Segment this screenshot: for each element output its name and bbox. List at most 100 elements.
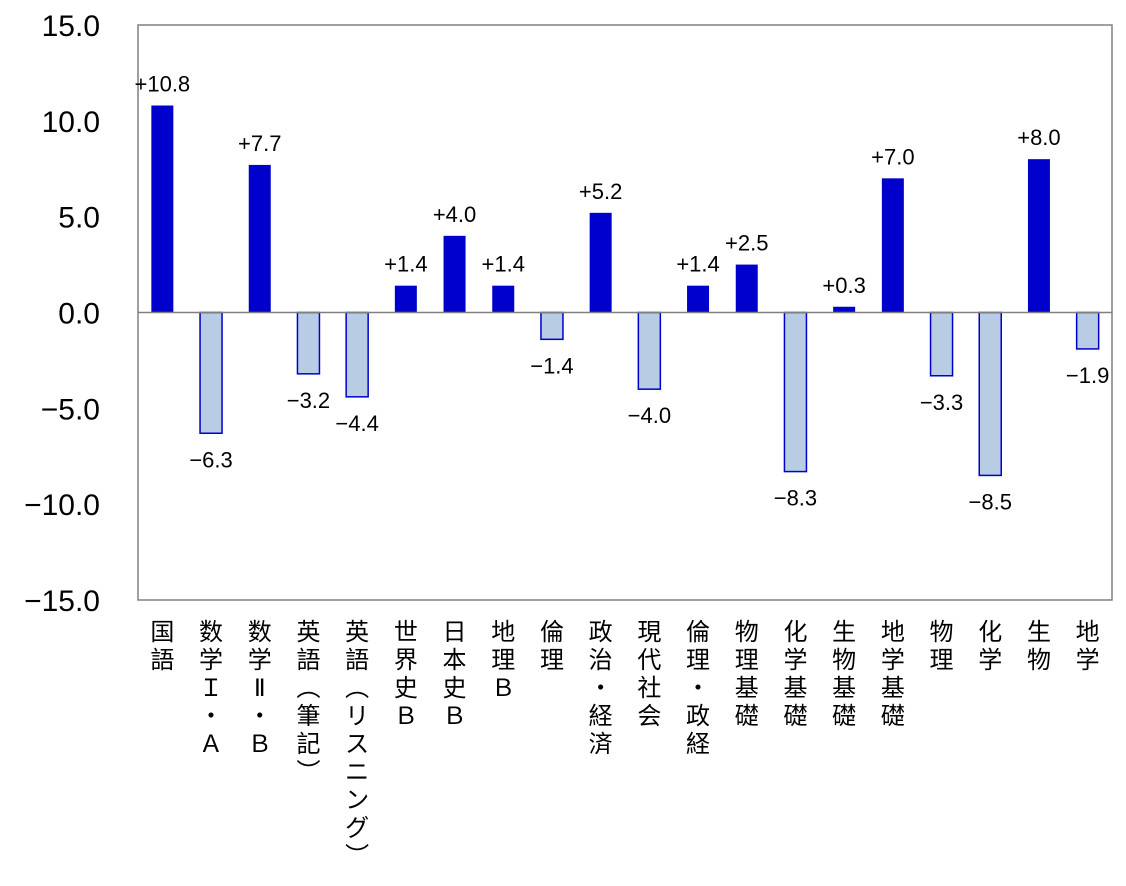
x-tick-label-char: ︶ [296, 758, 320, 786]
x-tick-label-char: Ⅱ [254, 674, 266, 702]
x-tick-label-char: 礎 [881, 702, 905, 730]
bar [394, 285, 417, 313]
x-tick-label-char: 学 [1076, 646, 1100, 674]
x-tick-label-char: 倫 [540, 618, 564, 646]
x-tick-label-char: 基 [881, 674, 905, 702]
x-tick-label-char: 社 [637, 674, 661, 702]
y-tick-label: 0.0 [58, 298, 100, 331]
x-tick-label-char: 政 [686, 702, 710, 730]
x-tick-label-char: 理 [930, 646, 954, 674]
data-label: −3.2 [287, 388, 330, 413]
x-tick-label-char: 基 [783, 674, 807, 702]
bar [492, 285, 515, 313]
x-tick-label-char: 物 [735, 618, 759, 646]
x-tick-label-char: 英 [296, 618, 320, 646]
data-labels: +10.8−6.3+7.7−3.2−4.4+1.4+4.0+1.4−1.4+5.… [135, 72, 1110, 515]
x-tick-label-char: 語 [150, 646, 174, 674]
x-tick-label-char: 礎 [832, 702, 856, 730]
x-tick-label-char: Ｉ [199, 674, 223, 702]
bar [735, 264, 758, 313]
data-label: −8.3 [774, 486, 817, 511]
data-label: −4.0 [628, 403, 671, 428]
data-label: −4.4 [335, 411, 378, 436]
x-tick-label-char: 政 [589, 618, 613, 646]
x-tick-label: 物理 [930, 618, 954, 674]
x-tick-label-char: Ｂ [443, 702, 467, 730]
bar [1075, 311, 1100, 350]
x-tick-label: 数学Ｉ・Ａ [199, 618, 223, 758]
bar [199, 311, 223, 434]
data-label: −3.3 [920, 390, 963, 415]
data-label: −8.5 [969, 489, 1012, 514]
bar [540, 311, 564, 341]
x-tick-label: 倫理・政経 [686, 618, 710, 758]
x-tick-label: 国語 [150, 618, 174, 674]
x-tick-label-char: 数 [248, 618, 272, 646]
data-label: −1.9 [1066, 363, 1109, 388]
x-tick-label: 倫理 [540, 618, 564, 674]
bar [443, 235, 466, 313]
x-tick-label-char: 語 [296, 646, 320, 674]
data-label: −1.4 [530, 353, 573, 378]
x-tick-label-char: 会 [637, 702, 661, 730]
x-tick-label-char: 物 [1027, 646, 1051, 674]
x-tick-label: 英語︵筆記︶ [296, 618, 320, 786]
bar [637, 311, 662, 390]
x-tick-label-char: ・ [686, 674, 710, 702]
x-tick-label-char: 理 [735, 646, 759, 674]
x-tick-label-char: グ [345, 814, 369, 842]
x-tick-label-char: 学 [881, 646, 905, 674]
x-tick-label-char: 学 [199, 646, 223, 674]
x-tick-label-char: 国 [150, 618, 174, 646]
x-tick-label: 地理Ｂ [491, 618, 515, 702]
x-tick-label-char: 倫 [686, 618, 710, 646]
x-tick-label-char: 記 [296, 730, 320, 758]
x-tick-label-char: 理 [540, 646, 564, 674]
y-tick-label: −5.0 [41, 393, 100, 426]
x-tick-label-char: 礎 [783, 702, 807, 730]
x-tick-label-char: 化 [978, 618, 1002, 646]
x-tick-label-char: ︵ [296, 674, 320, 702]
x-tick-label-char: ・ [248, 702, 272, 730]
data-label: +1.4 [384, 252, 427, 277]
x-tick-label: 地学 [1076, 618, 1100, 674]
x-tick-label-char: ・ [589, 674, 613, 702]
x-tick-label: 化学 [978, 618, 1002, 674]
x-tick-label-char: 英 [345, 618, 369, 646]
x-tick-label-char: 済 [589, 730, 613, 758]
x-tick-label-char: Ａ [199, 730, 223, 758]
y-tick-label: −15.0 [24, 585, 100, 618]
data-label: +0.3 [822, 273, 865, 298]
data-label: +7.7 [238, 131, 281, 156]
x-tick-label-char: 数 [199, 618, 223, 646]
x-tick-label-char: 地 [881, 618, 905, 646]
x-tick-label-char: 治 [589, 646, 613, 674]
x-tick-label-char: 本 [443, 646, 467, 674]
bar [151, 105, 174, 313]
bar [978, 311, 1002, 477]
x-tick-label-char: 物 [930, 618, 954, 646]
x-tick-label-char: 物 [832, 646, 856, 674]
x-tick-label-char: 生 [1027, 618, 1051, 646]
data-label: +4.0 [433, 202, 476, 227]
x-tick-label-char: 地 [1076, 618, 1100, 646]
bar-series [151, 105, 1100, 477]
bar [345, 311, 369, 398]
data-label: +10.8 [135, 72, 191, 97]
data-label: +1.4 [482, 252, 525, 277]
x-tick-label-char: Ｂ [394, 702, 418, 730]
x-tick-label-char: ニ [345, 758, 369, 786]
x-tick-label-char: 理 [491, 646, 515, 674]
y-tick-label: 15.0 [42, 10, 100, 43]
x-tick-label-char: 学 [783, 646, 807, 674]
x-tick-label-char: 現 [637, 618, 661, 646]
x-tick-label-char: 基 [832, 674, 856, 702]
data-label: −6.3 [189, 447, 232, 472]
